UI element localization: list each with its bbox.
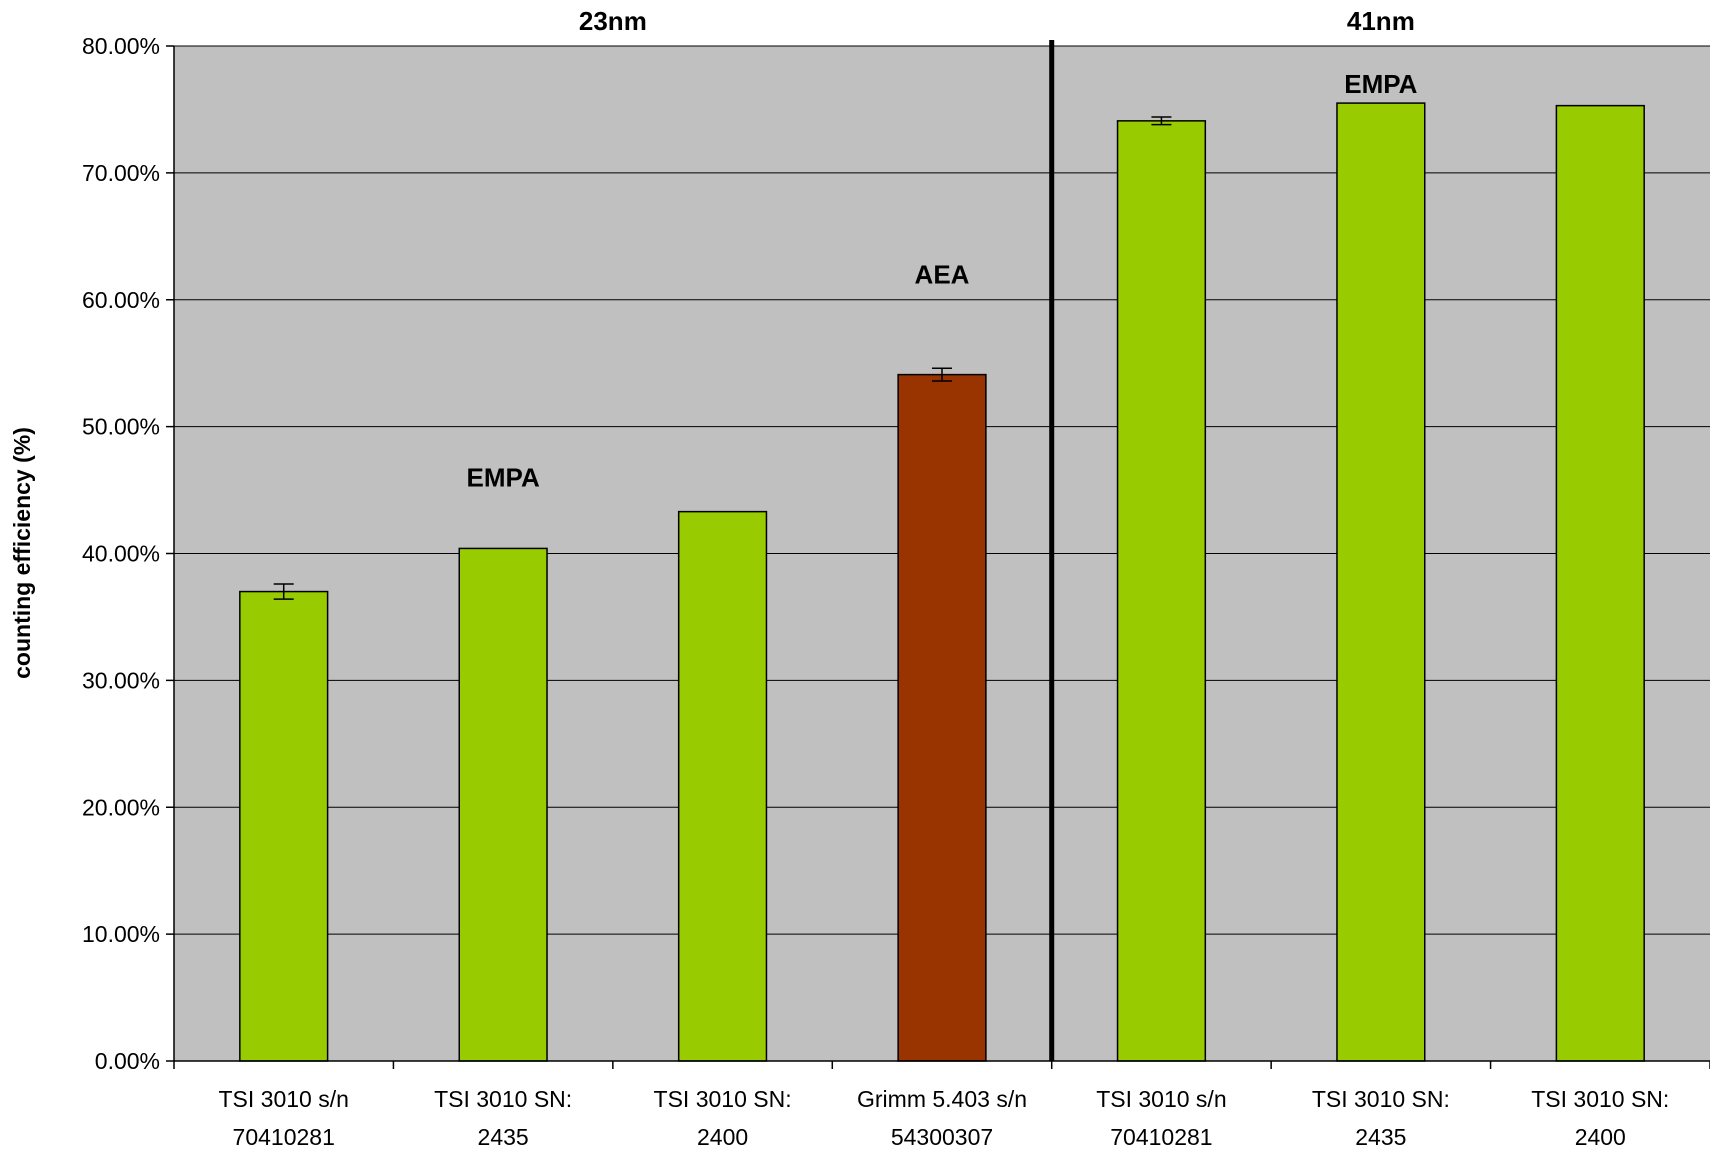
y-tick-label: 50.00% — [82, 414, 160, 440]
bar — [897, 373, 987, 1062]
y-tick-label: 0.00% — [95, 1048, 160, 1074]
x-category-label-line: TSI 3010 SN: — [654, 1086, 792, 1112]
x-category-label: TSI 3010 SN: 2435 — [434, 1086, 572, 1150]
error-bars — [273, 116, 1172, 600]
y-tick-label: 40.00% — [82, 541, 160, 567]
x-category-label-line: 2435 — [478, 1124, 529, 1150]
x-category-label-line: TSI 3010 s/n — [1096, 1086, 1226, 1112]
y-axis: 0.00% 10.00% 20.00% 30.00% 40.00% 50.00% 60.00… — [82, 33, 175, 1074]
bars — [239, 102, 1645, 1062]
y-tick-label: 70.00% — [82, 160, 160, 186]
x-category-label-line: Grimm 5.403 s/n — [857, 1086, 1027, 1112]
y-tick-label: 20.00% — [82, 794, 160, 820]
x-category-label-line: 70410281 — [1110, 1124, 1212, 1150]
x-category-label-line: 54300307 — [891, 1124, 993, 1150]
x-category-label: TSI 3010 SN: 2400 — [654, 1086, 792, 1150]
y-tick-label: 80.00% — [82, 33, 160, 59]
x-category-label-line: 70410281 — [233, 1124, 335, 1150]
bar — [239, 590, 329, 1062]
bar-annotation: EMPA — [467, 462, 540, 492]
group-label: 41nm — [1347, 6, 1415, 36]
x-category-label: TSI 3010 s/n 70410281 — [219, 1086, 349, 1150]
x-category-label-line: 2435 — [1355, 1124, 1406, 1150]
bar — [1116, 120, 1207, 1062]
x-category-label-line: TSI 3010 SN: — [434, 1086, 572, 1112]
bar-annotation: EMPA — [1344, 69, 1417, 99]
x-category-label: TSI 3010 SN: 2400 — [1531, 1086, 1669, 1150]
y-tick-label: 10.00% — [82, 921, 160, 947]
bar-annotation: AEA — [915, 259, 970, 289]
x-category-label-line: TSI 3010 SN: — [1312, 1086, 1450, 1112]
x-category-label-line: TSI 3010 s/n — [219, 1086, 349, 1112]
x-category-label: TSI 3010 s/n 70410281 — [1096, 1086, 1226, 1150]
annotations: 23nm 41nm EMPA AEA EMPA — [467, 6, 1418, 1061]
y-tick-label: 60.00% — [82, 287, 160, 313]
y-axis-label: counting efficiency (%) — [9, 427, 35, 679]
group-label: 23nm — [579, 6, 647, 36]
x-category-label-line: 2400 — [1575, 1124, 1626, 1150]
x-category-label-line: TSI 3010 SN: — [1531, 1086, 1669, 1112]
bar — [1336, 102, 1426, 1062]
x-category-label-line: 2400 — [697, 1124, 748, 1150]
x-category-label: TSI 3010 SN: 2435 — [1312, 1086, 1450, 1150]
bar — [1555, 104, 1645, 1062]
x-category-label: Grimm 5.403 s/n 54300307 — [857, 1086, 1027, 1150]
y-tick-label: 30.00% — [82, 667, 160, 693]
bar — [458, 547, 548, 1062]
bar — [677, 510, 768, 1062]
